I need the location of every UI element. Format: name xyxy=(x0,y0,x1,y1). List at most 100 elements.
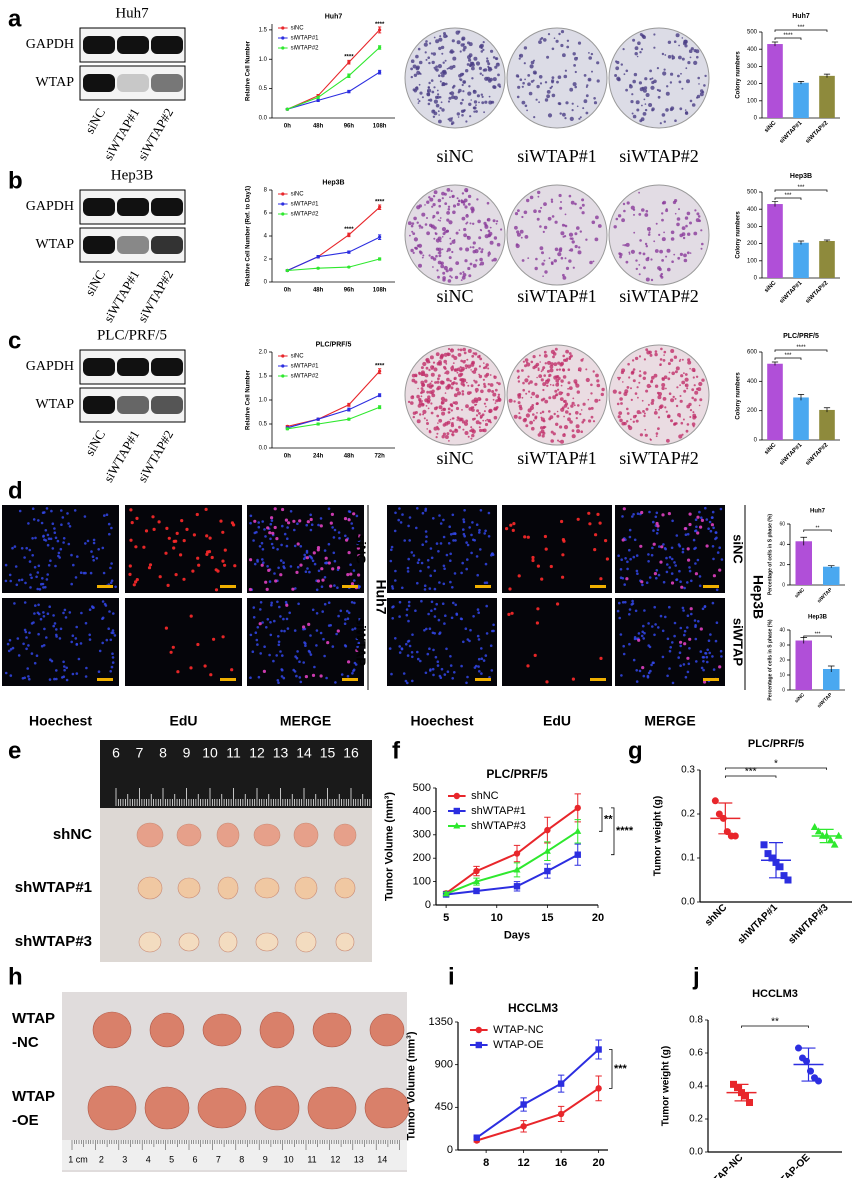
colony xyxy=(650,258,653,261)
colony xyxy=(573,64,576,67)
colony xyxy=(427,102,431,106)
nucleus xyxy=(388,647,392,650)
colony xyxy=(429,382,432,385)
nucleus xyxy=(294,587,297,590)
colony xyxy=(430,52,433,55)
nucleus xyxy=(270,603,273,607)
nucleus xyxy=(92,559,95,562)
nucleus xyxy=(703,605,707,609)
nucleus xyxy=(347,611,351,615)
colony xyxy=(417,98,419,100)
nucleus xyxy=(452,539,455,542)
tumor xyxy=(138,931,162,953)
colony xyxy=(465,404,469,409)
nucleus xyxy=(97,548,100,551)
tumor xyxy=(92,1011,132,1049)
nucleus xyxy=(679,664,682,667)
colony xyxy=(644,428,647,431)
colony xyxy=(539,412,542,415)
culture-plate xyxy=(608,27,710,129)
colony xyxy=(476,94,480,98)
nucleus xyxy=(488,676,491,679)
colony xyxy=(450,49,454,53)
colony xyxy=(453,368,457,372)
colony xyxy=(578,246,581,249)
colony xyxy=(464,205,468,209)
colony xyxy=(462,383,466,387)
nucleus xyxy=(268,653,271,657)
nucleus xyxy=(30,652,34,655)
colony xyxy=(574,244,578,249)
colony xyxy=(437,275,440,279)
edu-nucleus xyxy=(185,527,189,532)
colony xyxy=(542,388,545,392)
tumor xyxy=(177,877,201,899)
colony xyxy=(531,426,535,431)
blot-row-label: WTAP xyxy=(35,237,74,252)
colony xyxy=(459,247,463,251)
chart-title: PLC/PRF/5 xyxy=(748,738,804,750)
colony xyxy=(500,228,503,231)
colony xyxy=(524,104,528,108)
nucleus xyxy=(107,627,110,630)
colony xyxy=(430,411,434,415)
nucleus xyxy=(462,528,465,531)
bar xyxy=(819,241,835,278)
colony xyxy=(666,414,671,419)
colony xyxy=(426,422,429,425)
nucleus xyxy=(448,525,452,528)
colony xyxy=(411,378,416,383)
nucleus xyxy=(439,522,443,525)
colony xyxy=(650,278,654,282)
colony xyxy=(413,216,417,221)
panel-letter: d xyxy=(8,477,23,504)
nucleus xyxy=(394,579,397,582)
colony xyxy=(568,386,573,390)
group-label: -OE xyxy=(12,1112,39,1129)
marker xyxy=(475,1026,482,1034)
edu-nucleus xyxy=(622,507,626,511)
marker xyxy=(378,405,382,409)
edu-nucleus xyxy=(330,512,334,517)
colony xyxy=(467,41,470,45)
blot-row-label: WTAP xyxy=(35,397,74,412)
colony xyxy=(631,112,634,115)
colony xyxy=(536,84,540,89)
colony xyxy=(547,216,552,221)
nucleus xyxy=(266,618,270,621)
colony xyxy=(530,60,535,65)
colony xyxy=(644,108,648,112)
nucleus xyxy=(646,674,650,678)
edu-nucleus xyxy=(151,515,155,519)
nucleus xyxy=(619,576,623,579)
colony xyxy=(685,67,688,70)
nucleus xyxy=(20,578,24,582)
colony xyxy=(448,411,451,414)
nucleus xyxy=(428,647,431,650)
nucleus xyxy=(675,534,679,537)
colony xyxy=(467,384,470,387)
x-tick-label: siWTAP#1 xyxy=(779,120,804,145)
colony xyxy=(487,62,491,66)
nucleus xyxy=(652,529,655,532)
colony xyxy=(641,399,644,402)
y-tick-label: 1.0 xyxy=(259,398,268,404)
nucleus xyxy=(4,671,8,675)
colony xyxy=(548,257,551,260)
colony xyxy=(617,214,622,218)
y-tick-label: 0.2 xyxy=(681,809,695,820)
nucleus xyxy=(424,540,428,543)
nucleus xyxy=(306,567,309,570)
nucleus xyxy=(105,513,109,516)
nucleus xyxy=(346,674,350,678)
x-tick-label: shNC xyxy=(703,902,729,928)
tumor xyxy=(364,1087,410,1129)
nucleus xyxy=(407,600,411,604)
y-tick-label: 1.5 xyxy=(259,374,268,380)
edu-nucleus xyxy=(639,544,643,548)
colony xyxy=(628,253,631,255)
nucleus xyxy=(68,525,72,528)
nucleus xyxy=(618,601,621,605)
colony xyxy=(638,264,641,266)
colony xyxy=(543,38,547,42)
